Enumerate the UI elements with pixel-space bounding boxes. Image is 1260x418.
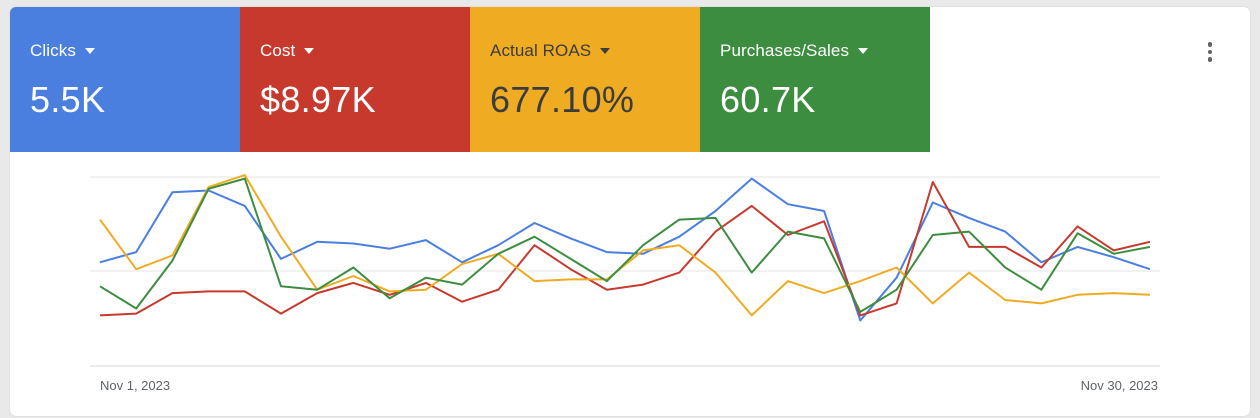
- chart-series-group: [99, 174, 1151, 322]
- x-axis-ticks: Nov 1, 2023 Nov 30, 2023: [100, 378, 1158, 393]
- x-tick-label: Nov 1, 2023: [100, 378, 170, 393]
- metric-label: Clicks: [30, 41, 76, 60]
- performance-line-chart: Nov 1, 2023 Nov 30, 2023: [90, 174, 1160, 393]
- performance-card: Nov 1, 2023 Nov 30, 2023 Clicks 5.5K Cost…: [10, 7, 1250, 416]
- metric-label: Cost: [260, 41, 296, 60]
- metric-tile-clicks[interactable]: Clicks 5.5K: [10, 7, 240, 152]
- dropdown-caret-icon[interactable]: [858, 48, 869, 54]
- dropdown-caret-icon[interactable]: [84, 48, 95, 54]
- metric-tile-cost[interactable]: Cost $8.97K: [240, 7, 470, 152]
- metric-value: $8.97K: [260, 79, 376, 120]
- series-line-purchases-sales: [99, 177, 1151, 313]
- metric-label: Actual ROAS: [490, 41, 592, 60]
- series-line-clicks: [99, 177, 1151, 322]
- x-tick-label: Nov 30, 2023: [1081, 378, 1158, 393]
- metric-tile-purchases-sales[interactable]: Purchases/Sales 60.7K: [700, 7, 930, 152]
- metric-value: 677.10%: [490, 79, 635, 120]
- dropdown-caret-icon[interactable]: [600, 48, 611, 54]
- metric-tiles: Clicks 5.5K Cost $8.97K Actual ROAS 677.…: [10, 7, 930, 152]
- metric-value: 5.5K: [30, 79, 106, 120]
- metric-label: Purchases/Sales: [720, 41, 850, 60]
- chart-grid: [90, 176, 1160, 367]
- dropdown-caret-icon[interactable]: [304, 48, 315, 54]
- series-line-actual-roas: [99, 174, 1151, 317]
- metric-value: 60.7K: [720, 79, 816, 120]
- metric-tile-actual-roas[interactable]: Actual ROAS 677.10%: [470, 7, 700, 152]
- series-line-cost: [99, 181, 1151, 317]
- more-vert-icon[interactable]: [1198, 37, 1222, 67]
